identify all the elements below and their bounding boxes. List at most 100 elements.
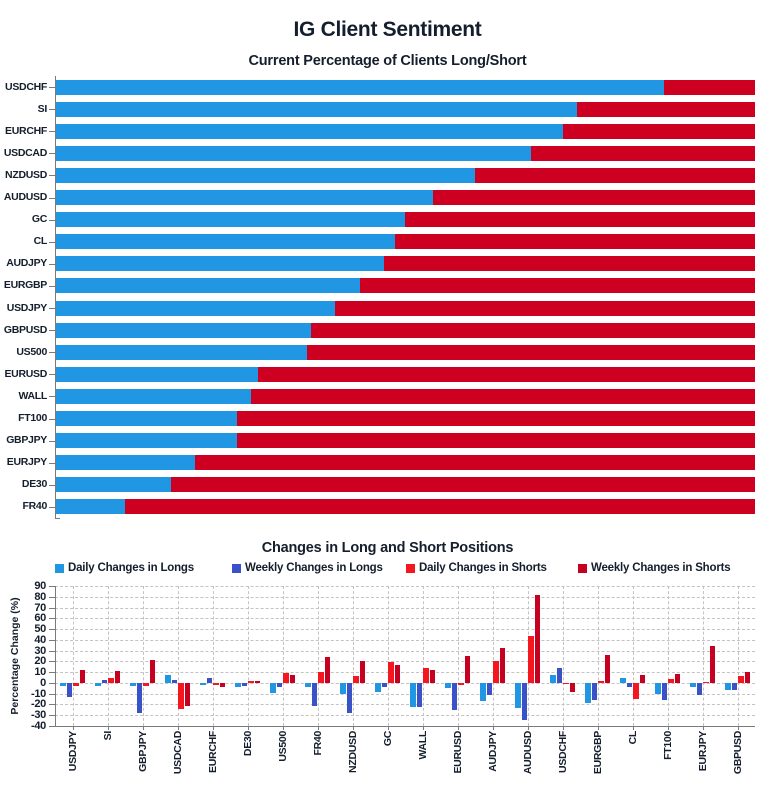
gridline bbox=[667, 586, 669, 726]
long-bar bbox=[56, 212, 405, 227]
y-tick bbox=[49, 639, 55, 641]
long-change-bar bbox=[375, 682, 381, 692]
x-axis-label: USDCAD bbox=[171, 731, 184, 775]
row-label: WALL bbox=[18, 390, 47, 402]
x-axis-label: GBPUSD bbox=[731, 731, 744, 775]
y-tick bbox=[49, 661, 55, 663]
short-change-bar bbox=[178, 682, 184, 709]
x-axis-label: USDJPY bbox=[66, 731, 79, 772]
short-bar bbox=[577, 102, 755, 117]
row-tick bbox=[49, 463, 55, 464]
y-tick-label: 80 bbox=[34, 590, 46, 603]
legend-label: Daily Changes in Longs bbox=[68, 562, 194, 574]
x-axis-label: USDCHF bbox=[556, 731, 569, 773]
long-change-bar bbox=[200, 682, 206, 686]
x-tick bbox=[597, 726, 599, 730]
long-bar bbox=[56, 301, 335, 316]
long-bar bbox=[56, 102, 577, 117]
x-axis-label: EURUSD bbox=[451, 731, 464, 774]
short-change-bar bbox=[423, 667, 429, 683]
legend-item: Daily Changes in Longs bbox=[55, 562, 194, 574]
short-bar bbox=[384, 256, 755, 271]
row-label: GC bbox=[31, 213, 47, 225]
long-bar bbox=[56, 345, 307, 360]
gridline bbox=[247, 586, 249, 726]
x-axis-label: GC bbox=[381, 731, 394, 747]
long-change-bar bbox=[480, 682, 486, 702]
short-bar bbox=[433, 190, 755, 205]
row-label: US500 bbox=[16, 346, 47, 358]
short-change-bar bbox=[184, 682, 190, 706]
gridline bbox=[55, 596, 755, 598]
gridline bbox=[492, 586, 494, 726]
row-tick bbox=[49, 131, 55, 132]
long-change-bar bbox=[416, 682, 422, 707]
gridline bbox=[55, 715, 755, 717]
row-label: FT100 bbox=[18, 412, 47, 424]
x-tick bbox=[212, 726, 214, 730]
x-tick bbox=[177, 726, 179, 730]
long-change-bar bbox=[445, 682, 451, 689]
row-tick bbox=[49, 441, 55, 442]
x-tick bbox=[317, 726, 319, 730]
long-change-bar bbox=[206, 677, 212, 683]
row-tick bbox=[49, 396, 55, 397]
long-change-bar bbox=[556, 667, 562, 683]
gridline bbox=[282, 586, 284, 726]
long-change-bar bbox=[451, 682, 457, 710]
bottom-chart-bottom-spine bbox=[55, 726, 755, 727]
y-tick bbox=[49, 682, 55, 684]
long-change-bar bbox=[515, 682, 521, 708]
long-change-bar bbox=[346, 682, 352, 714]
bottom-chart-left-spine bbox=[55, 586, 56, 726]
row-label: GBPUSD bbox=[3, 324, 47, 336]
y-tick-label: 40 bbox=[34, 633, 46, 646]
row-label: EURGBP bbox=[3, 279, 47, 291]
gridline bbox=[55, 586, 755, 587]
short-change-bar bbox=[108, 677, 114, 683]
short-change-bar bbox=[394, 664, 400, 683]
short-bar bbox=[237, 433, 755, 448]
page-title: IG Client Sentiment bbox=[293, 18, 482, 41]
short-bar bbox=[395, 234, 755, 249]
y-tick bbox=[49, 596, 55, 598]
long-change-bar bbox=[270, 682, 276, 693]
long-bar bbox=[56, 455, 195, 470]
long-change-bar bbox=[60, 682, 66, 687]
short-bar bbox=[360, 278, 755, 293]
long-change-bar bbox=[276, 682, 282, 688]
row-label: FR40 bbox=[22, 500, 48, 512]
long-change-bar bbox=[305, 682, 311, 688]
short-change-bar bbox=[289, 675, 295, 683]
gridline bbox=[702, 586, 704, 726]
row-tick bbox=[49, 419, 55, 420]
short-change-bar bbox=[283, 673, 289, 683]
legend-swatch bbox=[55, 563, 64, 573]
y-tick bbox=[49, 672, 55, 674]
long-bar bbox=[56, 234, 395, 249]
long-change-bar bbox=[550, 675, 556, 683]
short-change-bar bbox=[464, 656, 470, 683]
x-axis-label: EURGBP bbox=[591, 731, 604, 775]
x-axis-label: CL bbox=[626, 731, 639, 745]
y-tick-label: 90 bbox=[34, 580, 46, 592]
short-change-bar bbox=[429, 670, 435, 683]
long-bar bbox=[56, 323, 311, 338]
long-bar bbox=[56, 278, 360, 293]
x-tick bbox=[527, 726, 529, 730]
row-tick bbox=[49, 153, 55, 154]
long-change-bar bbox=[130, 682, 136, 687]
y-tick bbox=[49, 726, 55, 727]
x-tick bbox=[667, 726, 669, 730]
x-tick bbox=[457, 726, 459, 730]
y-tick bbox=[49, 629, 55, 631]
short-change-bar bbox=[318, 672, 324, 683]
y-tick-label: 20 bbox=[34, 655, 46, 668]
short-bar bbox=[563, 124, 755, 139]
y-tick bbox=[49, 715, 55, 717]
y-tick-label: 50 bbox=[34, 623, 46, 636]
long-change-bar bbox=[381, 682, 387, 688]
short-change-bar bbox=[143, 682, 149, 687]
gridline bbox=[55, 661, 755, 663]
gridline bbox=[317, 586, 319, 726]
